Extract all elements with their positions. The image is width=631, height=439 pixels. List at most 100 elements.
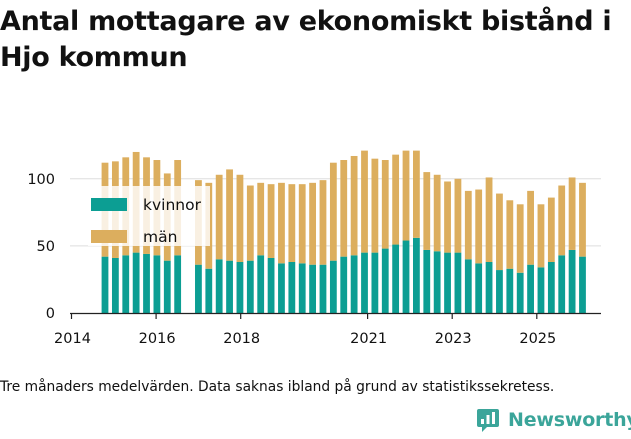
bar-kvinnor — [568, 249, 576, 313]
bar-kvinnor — [132, 252, 140, 313]
y-tick-label-0: 0 — [46, 306, 55, 322]
x-tick-label-2016: 2016 — [139, 331, 176, 347]
bar-kvinnor — [205, 268, 213, 313]
legend-swatch-1 — [91, 230, 127, 243]
y-tick-label-50: 50 — [37, 239, 55, 255]
bar-kvinnor — [309, 264, 316, 313]
bar-kvinnor — [111, 257, 119, 313]
bar-kvinnor — [163, 260, 171, 313]
x-tick-label-2014: 2014 — [54, 331, 91, 347]
bar-man — [558, 185, 566, 256]
bar-man — [371, 158, 379, 253]
y-ticks: 0 50 100 — [27, 172, 55, 322]
bar-man — [350, 155, 358, 256]
legend-label-0: kvinnor — [143, 196, 202, 214]
bar-man — [381, 160, 389, 249]
bar-man — [309, 182, 316, 265]
bar-kvinnor — [246, 260, 254, 313]
bar-man — [464, 190, 472, 260]
bar-man — [506, 200, 514, 269]
bar-man — [568, 177, 576, 250]
bar-man — [236, 174, 244, 263]
newsworthy-icon — [477, 409, 499, 432]
x-tick-label-2021: 2021 — [350, 331, 387, 347]
bar-kvinnor — [236, 262, 244, 313]
bar-man — [475, 189, 483, 264]
bar-man — [547, 197, 555, 263]
bar-kvinnor — [226, 260, 233, 313]
bar-man — [361, 150, 368, 253]
bar-kvinnor — [392, 244, 400, 313]
bar-man — [516, 204, 524, 273]
bar-kvinnor — [371, 252, 379, 313]
bar-man — [433, 174, 441, 252]
brand-name: Newsworthy — [508, 409, 631, 431]
bar-man — [527, 190, 534, 265]
x-tick-label-2025: 2025 — [519, 331, 556, 347]
bar-kvinnor — [101, 256, 109, 313]
x-tick-label-2023: 2023 — [435, 331, 472, 347]
bar-kvinnor — [215, 259, 223, 313]
bar-kvinnor — [464, 259, 472, 313]
brand-logo: Newsworthy — [476, 408, 631, 432]
legend-swatch-0 — [91, 198, 127, 211]
bar-kvinnor — [319, 264, 327, 313]
bar-kvinnor — [506, 268, 514, 313]
bar-kvinnor — [361, 252, 368, 313]
bar-man — [537, 204, 545, 268]
bar-man — [288, 184, 296, 263]
bar-kvinnor — [475, 263, 483, 313]
bar-kvinnor — [402, 240, 410, 313]
bar-kvinnor — [153, 255, 161, 313]
bar-kvinnor — [257, 255, 265, 313]
y-tick-label-100: 100 — [27, 172, 55, 188]
bar-man — [267, 184, 275, 258]
bar-man — [402, 150, 410, 241]
bar-kvinnor — [122, 255, 130, 313]
bar-kvinnor — [485, 262, 493, 313]
bar-kvinnor — [423, 249, 431, 313]
chart-title: Antal mottagare av ekonomiskt bistånd i … — [0, 6, 612, 73]
bar-kvinnor — [288, 262, 296, 313]
bar-kvinnor — [298, 263, 306, 313]
bar-man — [485, 177, 493, 263]
bar-kvinnor — [340, 256, 348, 313]
chart: 2014 2016 2018 2021 2023 2025 0 50 100 kvinnor m… — [27, 150, 601, 347]
bar-kvinnor — [143, 253, 150, 313]
bar-man — [319, 180, 327, 265]
bar-man — [278, 182, 285, 264]
bar-kvinnor — [381, 248, 389, 313]
bar-kvinnor — [195, 264, 202, 313]
legend: kvinnor män — [88, 186, 210, 246]
bar-man — [257, 182, 265, 256]
bar-kvinnor — [329, 260, 337, 313]
bar-kvinnor — [350, 255, 358, 313]
bar-man — [579, 182, 586, 257]
bar-man — [215, 174, 223, 260]
x-tick-label-2018: 2018 — [223, 331, 260, 347]
bar-man — [496, 193, 503, 271]
bar-man — [423, 172, 431, 250]
bar-kvinnor — [433, 251, 441, 313]
bar-man — [392, 154, 400, 245]
bar-man — [329, 162, 337, 261]
bar-kvinnor — [516, 272, 524, 313]
bar-kvinnor — [278, 263, 285, 313]
footnote: Tre månaders medelvärden. Data saknas ib… — [0, 379, 555, 395]
bar-man — [340, 160, 348, 257]
x-ticks: 2014 2016 2018 2021 2023 2025 — [54, 313, 556, 347]
bar-kvinnor — [537, 267, 545, 313]
bar-kvinnor — [496, 270, 503, 313]
bar-kvinnor — [413, 237, 420, 313]
bar-man — [298, 184, 306, 264]
bar-kvinnor — [558, 255, 566, 313]
bar-kvinnor — [444, 252, 451, 313]
bar-kvinnor — [267, 257, 275, 313]
bar-kvinnor — [454, 252, 462, 313]
bar-kvinnor — [579, 256, 586, 313]
bar-man — [454, 178, 462, 253]
bar-kvinnor — [547, 262, 555, 313]
bar-kvinnor — [527, 264, 534, 313]
bar-man — [246, 185, 254, 261]
bar-man — [444, 181, 451, 253]
